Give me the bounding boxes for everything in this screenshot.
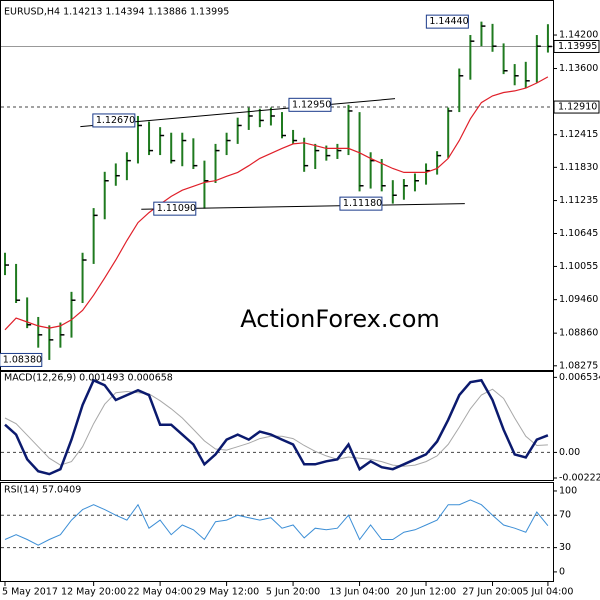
y-tick-label: 0.006534 xyxy=(559,372,600,383)
y-tick-label: 1.12415 xyxy=(559,129,598,140)
x-tick-label: 22 May 04:00 xyxy=(128,587,193,598)
y-tick-label: 0 xyxy=(559,566,565,577)
annotation-label: 1.08380 xyxy=(3,354,42,365)
y-tick-label: 1.11830 xyxy=(559,162,598,173)
level-label: 1.12910 xyxy=(558,102,597,113)
annotation-label: 1.14440 xyxy=(429,16,468,27)
signal-line xyxy=(4,388,548,467)
annotation-label: 1.12670 xyxy=(96,115,135,126)
level-label-box xyxy=(553,100,600,114)
y-tick-label: 1.11235 xyxy=(559,195,598,206)
y-tick-label: 1.10645 xyxy=(559,228,598,239)
y-tick-label: -0.002226 xyxy=(559,473,600,484)
y-tick-label: 1.09460 xyxy=(559,294,598,305)
x-tick-label: 13 Jun 04:00 xyxy=(329,587,389,598)
annotation-box xyxy=(288,97,332,112)
y-tick-label: 100 xyxy=(559,485,577,496)
x-tick-label: 5 May 2017 xyxy=(2,587,58,598)
level-label: 1.13995 xyxy=(558,41,597,52)
annotation-box xyxy=(339,196,383,211)
x-tick-label: 27 Jun 20:00 xyxy=(462,587,522,598)
y-tick-label: 1.14200 xyxy=(559,30,598,41)
y-tick-label: 1.08860 xyxy=(559,328,598,339)
annotation-label: 1.11180 xyxy=(343,198,382,209)
panel-title: EURUSD,H4 1.14213 1.14394 1.13886 1.1399… xyxy=(4,7,229,18)
x-tick-label: 20 Jun 12:00 xyxy=(396,587,456,598)
watermark: ActionForex.com xyxy=(240,305,440,333)
level-label-box xyxy=(553,39,600,53)
y-tick-label: 1.10055 xyxy=(559,261,598,272)
annotation-box xyxy=(425,14,469,29)
macd-panel xyxy=(0,371,554,481)
y-tick-label: 30 xyxy=(559,542,571,553)
panel-title: MACD(12,26,9) 0.001493 0.000658 xyxy=(4,373,173,384)
panel-title: RSI(14) 57.0409 xyxy=(4,485,81,496)
y-tick-label: 70 xyxy=(559,510,571,521)
y-tick-label: 0.00 xyxy=(559,447,580,458)
annotation-box xyxy=(153,201,197,216)
x-tick-label: 29 May 12:00 xyxy=(194,587,259,598)
y-tick-label: 1.13600 xyxy=(559,63,598,74)
annotation-box xyxy=(92,113,136,128)
y-tick-label: 1.08275 xyxy=(559,360,598,371)
x-tick-label: 12 May 20:00 xyxy=(61,587,126,598)
rsi-panel xyxy=(0,482,554,582)
x-tick-label: 5 Jun 20:00 xyxy=(266,587,320,598)
moving-average xyxy=(4,76,549,331)
annotation-label: 1.11090 xyxy=(157,203,196,214)
x-tick-label: 5 Jul 04:00 xyxy=(522,587,573,598)
price-panel xyxy=(0,0,554,371)
rsi-line xyxy=(4,499,549,546)
annotation-box xyxy=(0,352,43,367)
macd-line xyxy=(4,378,549,476)
annotation-label: 1.12950 xyxy=(292,99,331,110)
